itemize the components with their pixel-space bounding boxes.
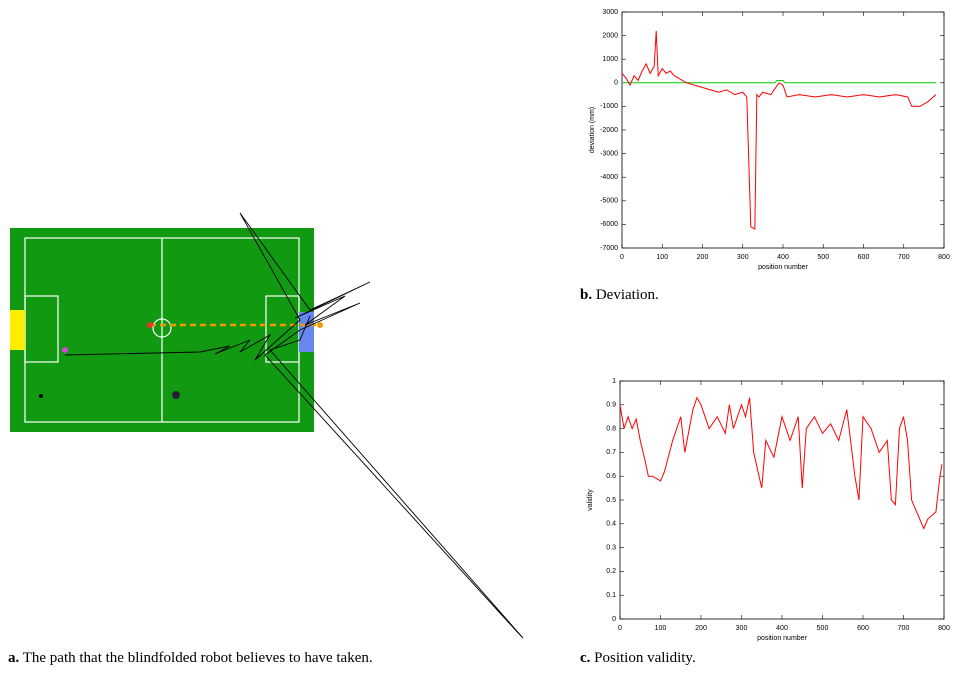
caption-text: Position validity. xyxy=(594,650,696,666)
y-tick-label: 1 xyxy=(612,378,616,385)
caption-label: c. xyxy=(580,650,591,666)
data-line xyxy=(620,398,942,529)
yellow-goal xyxy=(10,310,25,350)
x-tick-label: 100 xyxy=(655,625,667,632)
page: {"figure_a": {"label": "a.", "caption": … xyxy=(0,0,958,678)
caption-text: Deviation. xyxy=(596,287,659,303)
x-tick-label: 400 xyxy=(776,625,788,632)
blue-goal xyxy=(299,312,314,352)
y-tick-label: 0.8 xyxy=(606,425,616,432)
x-tick-label: 600 xyxy=(858,254,870,261)
x-tick-label: 0 xyxy=(618,625,622,632)
robot xyxy=(62,347,68,353)
start xyxy=(147,322,153,328)
y-tick-label: -5000 xyxy=(600,198,618,205)
y-tick-label: 2000 xyxy=(602,32,618,39)
y-tick-label: -3000 xyxy=(600,150,618,157)
y-tick-label: -1000 xyxy=(600,103,618,110)
x-tick-label: 600 xyxy=(857,625,869,632)
x-tick-label: 800 xyxy=(938,254,950,261)
data-line xyxy=(622,31,936,229)
y-axis-label: deviation (mm) xyxy=(589,107,596,153)
x-tick-label: 200 xyxy=(695,625,707,632)
y-tick-label: 0.3 xyxy=(606,544,616,551)
y-tick-label: -7000 xyxy=(600,245,618,252)
end xyxy=(317,322,323,328)
object xyxy=(39,394,43,398)
caption: b. Deviation. xyxy=(580,287,659,303)
y-tick-label: -6000 xyxy=(600,221,618,228)
y-tick-label: 0.7 xyxy=(606,449,616,456)
y-tick-label: 0.2 xyxy=(606,568,616,575)
x-axis-label: position number xyxy=(758,264,808,271)
x-tick-label: 500 xyxy=(817,625,829,632)
figure: a. The path that the blindfolded robot b… xyxy=(0,0,958,678)
y-tick-label: 0.5 xyxy=(606,497,616,504)
x-tick-label: 500 xyxy=(817,254,829,261)
y-tick-label: 1000 xyxy=(602,56,618,63)
x-tick-label: 700 xyxy=(898,625,910,632)
x-tick-label: 800 xyxy=(938,625,950,632)
object xyxy=(172,391,180,399)
y-axis-label: validity xyxy=(587,489,594,511)
y-tick-label: 0.9 xyxy=(606,402,616,409)
x-tick-label: 400 xyxy=(777,254,789,261)
y-tick-label: 0.1 xyxy=(606,592,616,599)
x-tick-label: 700 xyxy=(898,254,910,261)
caption-label: b. xyxy=(580,287,592,303)
plot-area xyxy=(622,12,944,248)
caption-label: a. xyxy=(8,650,20,666)
x-tick-label: 300 xyxy=(736,625,748,632)
caption: c. Position validity. xyxy=(580,650,696,666)
x-tick-label: 300 xyxy=(737,254,749,261)
y-tick-label: 0.4 xyxy=(606,521,616,528)
y-tick-label: -4000 xyxy=(600,174,618,181)
y-tick-label: 0 xyxy=(614,80,618,87)
y-tick-label: 0 xyxy=(612,616,616,623)
y-tick-label: 3000 xyxy=(602,9,618,16)
x-tick-label: 200 xyxy=(697,254,709,261)
x-axis-label: position number xyxy=(757,635,807,642)
caption: a. The path that the blindfolded robot b… xyxy=(8,650,373,666)
y-tick-label: -2000 xyxy=(600,127,618,134)
field-diagram xyxy=(10,213,523,638)
x-tick-label: 100 xyxy=(656,254,668,261)
y-tick-label: 0.6 xyxy=(606,473,616,480)
x-tick-label: 0 xyxy=(620,254,624,261)
caption-text: The path that the blindfolded robot beli… xyxy=(23,650,373,666)
